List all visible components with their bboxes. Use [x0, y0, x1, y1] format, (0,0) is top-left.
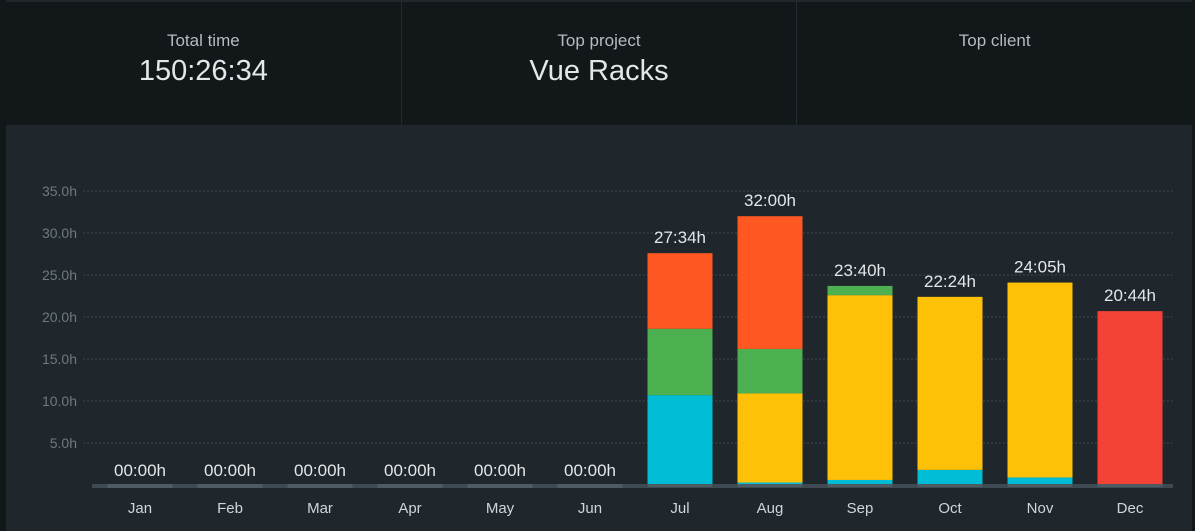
bar-base: [737, 484, 803, 487]
summary-label: Total time: [166, 31, 240, 50]
monthly-bar-chart: 5.0h 10.0h 15.0h 20.0h 25.0h 30.0h 35.0h 00:00h…: [42, 183, 1173, 517]
bar-segment: [647, 328, 713, 396]
y-tick-label: 35.0h: [42, 183, 77, 199]
bar-base: [1007, 484, 1073, 487]
bar-empty: [377, 484, 443, 488]
bar-segment: [1097, 311, 1163, 485]
y-tick-label: 25.0h: [42, 267, 77, 283]
y-tick-label: 15.0h: [42, 351, 77, 367]
bar-total-label: 27:34h: [654, 228, 706, 247]
y-tick-label: 30.0h: [42, 225, 77, 241]
bar-empty: [107, 484, 173, 488]
summary-top-project: Top project Vue Racks: [402, 2, 798, 125]
bar-empty: [467, 484, 533, 488]
x-tick-label: Oct: [938, 500, 962, 517]
bar-segment: [1007, 282, 1073, 478]
summary-top-client: Top client: [797, 2, 1192, 125]
bar-base: [917, 484, 983, 487]
bar-total-label: 00:00h: [114, 461, 166, 480]
summary-bar: Total time 150:26:34 Top project Vue Rac…: [6, 2, 1192, 125]
bar-segment: [737, 348, 803, 394]
x-axis-baseline: [92, 484, 1173, 488]
y-tick-label: 10.0h: [42, 393, 77, 409]
x-tick-label: Jul: [670, 500, 689, 517]
bar-segment: [827, 295, 893, 480]
bar-total-label: 00:00h: [294, 461, 346, 480]
bar-total-label: 20:44h: [1104, 286, 1156, 305]
x-tick-label: Jun: [578, 500, 602, 517]
bar-total-label: 00:00h: [474, 461, 526, 480]
bar-base: [827, 484, 893, 487]
bar-segment: [647, 395, 713, 485]
bar-total-label: 23:40h: [834, 261, 886, 280]
x-tick-label: Feb: [217, 500, 243, 517]
bar-total-label: 24:05h: [1014, 258, 1066, 277]
bar-total-label: 00:00h: [204, 461, 256, 480]
bar-segment: [1007, 477, 1073, 485]
bar-empty: [287, 484, 353, 488]
x-tick-label: Mar: [307, 500, 333, 517]
bar-segment: [917, 296, 983, 470]
y-tick-label: 5.0h: [50, 435, 77, 451]
bar-segment: [827, 479, 893, 485]
x-tick-label: May: [486, 500, 515, 517]
bar-base: [1097, 484, 1163, 487]
x-tick-label: Sep: [847, 500, 874, 517]
bar-segment: [737, 393, 803, 483]
bar-total-label: 00:00h: [384, 461, 436, 480]
bar-segment: [647, 253, 713, 329]
bar-empty: [197, 484, 263, 488]
x-tick-label: Aug: [757, 500, 784, 517]
summary-total-time: Total time 150:26:34: [6, 2, 402, 125]
bar-total-label: 22:24h: [924, 272, 976, 291]
bar-segment: [827, 285, 893, 296]
bar-base: [647, 484, 713, 487]
bar-empty: [557, 484, 623, 488]
y-tick-label: 20.0h: [42, 309, 77, 325]
bar-total-label: 32:00h: [744, 191, 796, 210]
summary-label: Top client: [958, 31, 1031, 50]
bar-segment: [917, 469, 983, 485]
summary-value: Vue Racks: [529, 55, 669, 87]
bar-total-label: 00:00h: [564, 461, 616, 480]
bar-segment: [737, 216, 803, 349]
summary-value: 150:26:34: [138, 55, 268, 87]
x-tick-label: Apr: [398, 500, 421, 517]
bar-segment: [737, 482, 803, 485]
x-tick-label: Dec: [1117, 500, 1144, 517]
x-tick-label: Jan: [128, 500, 152, 517]
summary-label: Top project: [557, 31, 641, 50]
x-tick-label: Nov: [1027, 500, 1054, 517]
